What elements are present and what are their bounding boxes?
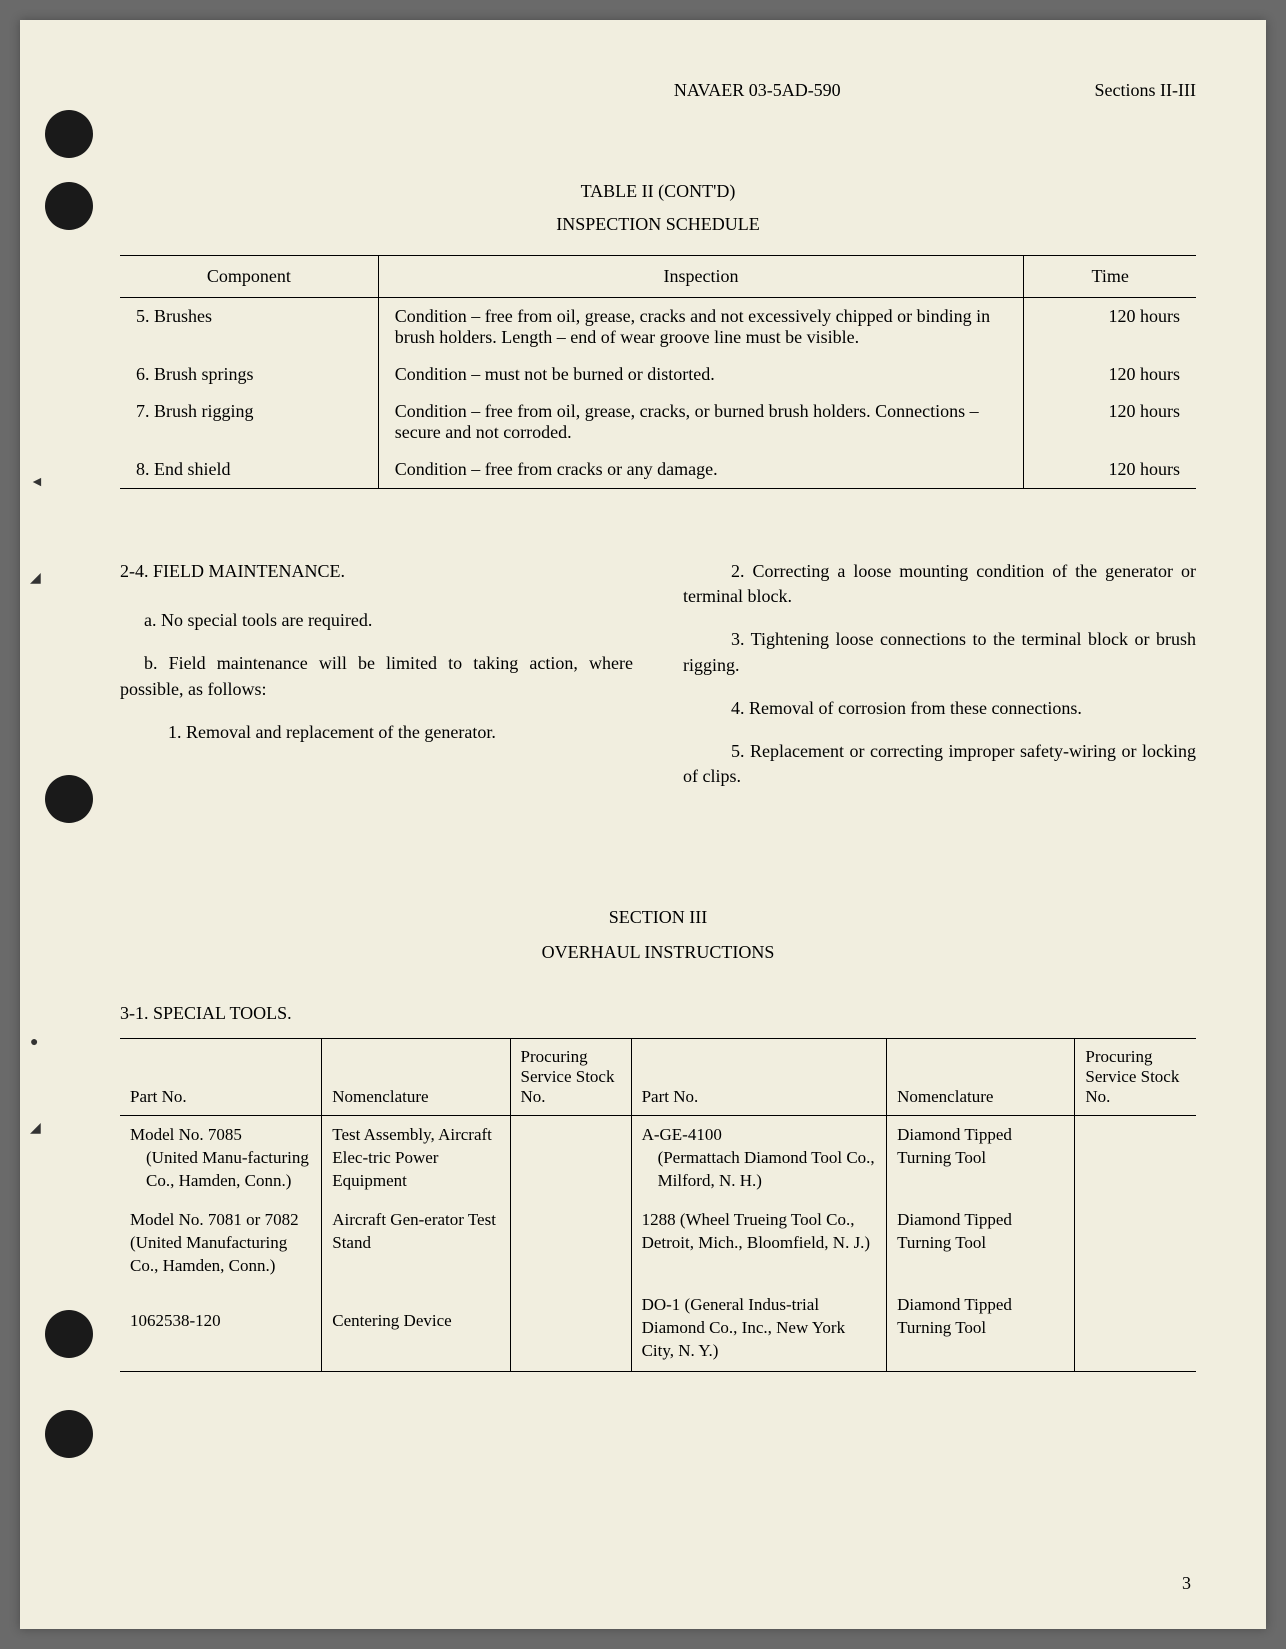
left-column: 2-4. FIELD MAINTENANCE. a. No special to… <box>120 559 633 807</box>
part-number-cell: Model No. 7081 or 7082 (United Manufactu… <box>120 1201 322 1286</box>
stock-cell <box>510 1286 631 1371</box>
column-header: Part No. <box>120 1039 322 1116</box>
punch-hole <box>45 182 93 230</box>
inspection-schedule-table: Component Inspection Time 5. Brushes Con… <box>120 255 1196 489</box>
paragraph: b. Field maintenance will be limited to … <box>120 651 633 701</box>
document-number: NAVAER 03-5AD-590 <box>420 80 1095 101</box>
paragraph: a. No special tools are required. <box>120 608 633 633</box>
edge-mark: ◢ <box>30 1120 41 1137</box>
part-number: A-GE-4100 <box>642 1125 722 1144</box>
page-header: NAVAER 03-5AD-590 Sections II-III <box>120 80 1196 101</box>
section-heading: 2-4. FIELD MAINTENANCE. <box>120 559 633 584</box>
time-cell: 120 hours <box>1024 451 1196 489</box>
nomenclature-cell: Test Assembly, Aircraft Elec-tric Power … <box>322 1116 510 1201</box>
part-number-cell: 1062538-120 <box>120 1286 322 1371</box>
punch-hole <box>45 775 93 823</box>
table-header-row: Component Inspection Time <box>120 256 1196 298</box>
component-cell: 6. Brush springs <box>120 356 378 393</box>
part-detail: (United Manu-facturing Co., Hamden, Conn… <box>130 1147 311 1193</box>
list-item: 2. Correcting a loose mounting condition… <box>683 559 1196 609</box>
column-header: Part No. <box>631 1039 887 1116</box>
nomenclature-cell: Diamond Tipped Turning Tool <box>887 1286 1075 1371</box>
edge-mark: ● <box>30 1035 38 1051</box>
stock-cell <box>1075 1286 1196 1371</box>
stock-cell <box>1075 1116 1196 1201</box>
part-number-cell: A-GE-4100 (Permattach Diamond Tool Co., … <box>631 1116 887 1201</box>
inspection-cell: Condition – must not be burned or distor… <box>378 356 1024 393</box>
page-number: 3 <box>1182 1573 1191 1594</box>
punch-hole <box>45 1410 93 1458</box>
part-number-cell: DO-1 (General Indus-trial Diamond Co., I… <box>631 1286 887 1371</box>
table-row: 8. End shield Condition – free from crac… <box>120 451 1196 489</box>
nomenclature-cell: Centering Device <box>322 1286 510 1371</box>
column-header: Procuring Service Stock No. <box>510 1039 631 1116</box>
time-cell: 120 hours <box>1024 393 1196 451</box>
two-column-section: 2-4. FIELD MAINTENANCE. a. No special to… <box>120 559 1196 807</box>
table-row: 7. Brush rigging Condition – free from o… <box>120 393 1196 451</box>
table-row: 1062538-120 Centering Device DO-1 (Gener… <box>120 1286 1196 1371</box>
nomenclature-cell: Diamond Tipped Turning Tool <box>887 1201 1075 1286</box>
list-item: 3. Tightening loose connections to the t… <box>683 627 1196 677</box>
component-cell: 8. End shield <box>120 451 378 489</box>
right-column: 2. Correcting a loose mounting condition… <box>683 559 1196 807</box>
section-title: SECTION III <box>120 907 1196 928</box>
inspection-cell: Condition – free from oil, grease, crack… <box>378 393 1024 451</box>
table-title: TABLE II (CONT'D) <box>120 181 1196 202</box>
stock-cell <box>1075 1201 1196 1286</box>
column-header: Procuring Service Stock No. <box>1075 1039 1196 1116</box>
edge-mark: ◢ <box>30 570 41 587</box>
nomenclature-cell: Aircraft Gen-erator Test Stand <box>322 1201 510 1286</box>
component-cell: 7. Brush rigging <box>120 393 378 451</box>
section-label: Sections II-III <box>1095 80 1196 101</box>
list-item: 5. Replacement or correcting improper sa… <box>683 739 1196 789</box>
column-header: Time <box>1024 256 1196 298</box>
table-subtitle: INSPECTION SCHEDULE <box>120 214 1196 235</box>
column-header: Nomenclature <box>322 1039 510 1116</box>
table-row: 6. Brush springs Condition – must not be… <box>120 356 1196 393</box>
time-cell: 120 hours <box>1024 298 1196 357</box>
table-header-row: Part No. Nomenclature Procuring Service … <box>120 1039 1196 1116</box>
column-header: Inspection <box>378 256 1024 298</box>
section-subtitle: OVERHAUL INSTRUCTIONS <box>120 942 1196 963</box>
part-number-cell: 1288 (Wheel Trueing Tool Co., Detroit, M… <box>631 1201 887 1286</box>
part-number-cell: Model No. 7085 (United Manu-facturing Co… <box>120 1116 322 1201</box>
subsection-heading: 3-1. SPECIAL TOOLS. <box>120 1003 1196 1024</box>
list-item: 4. Removal of corrosion from these conne… <box>683 696 1196 721</box>
part-detail: (Permattach Diamond Tool Co., Milford, N… <box>642 1147 877 1193</box>
table-row: Model No. 7081 or 7082 (United Manufactu… <box>120 1201 1196 1286</box>
inspection-cell: Condition – free from oil, grease, crack… <box>378 298 1024 357</box>
list-item: 1. Removal and replacement of the genera… <box>120 720 633 745</box>
component-cell: 5. Brushes <box>120 298 378 357</box>
edge-mark: ◄ <box>30 475 44 491</box>
stock-cell <box>510 1116 631 1201</box>
column-header: Nomenclature <box>887 1039 1075 1116</box>
table-row: 5. Brushes Condition – free from oil, gr… <box>120 298 1196 357</box>
nomenclature-cell: Diamond Tipped Turning Tool <box>887 1116 1075 1201</box>
table-row: Model No. 7085 (United Manu-facturing Co… <box>120 1116 1196 1201</box>
time-cell: 120 hours <box>1024 356 1196 393</box>
part-number: Model No. 7085 <box>130 1125 242 1144</box>
inspection-cell: Condition – free from cracks or any dama… <box>378 451 1024 489</box>
special-tools-table: Part No. Nomenclature Procuring Service … <box>120 1038 1196 1371</box>
document-page: ◄ ◢ ● ◢ NAVAER 03-5AD-590 Sections II-II… <box>20 20 1266 1629</box>
punch-hole <box>45 1310 93 1358</box>
punch-hole <box>45 110 93 158</box>
stock-cell <box>510 1201 631 1286</box>
column-header: Component <box>120 256 378 298</box>
